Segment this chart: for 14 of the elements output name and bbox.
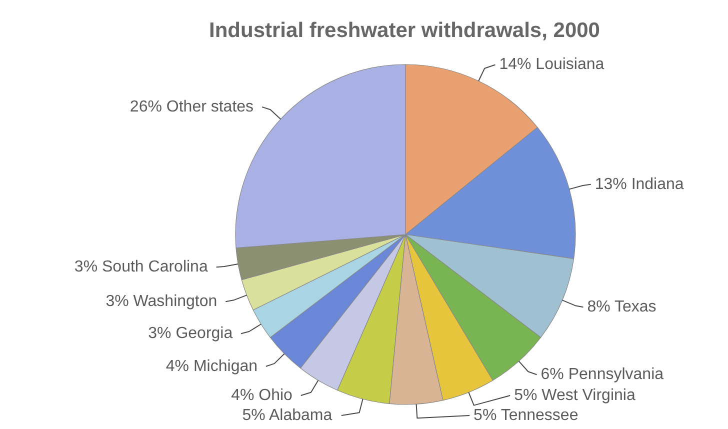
slice-label: 14% Louisiana <box>499 56 604 74</box>
slice-label: 5% West Virginia <box>514 387 636 404</box>
slice-label: 5% Tennessee <box>474 407 578 424</box>
slice-label: 13% Indiana <box>594 176 684 193</box>
slice-label: 26% Other states <box>130 98 254 116</box>
slice-label: 3% South Carolina <box>74 258 208 276</box>
slice-label: 5% Alabama <box>242 407 332 424</box>
slice-label: 4% Michigan <box>166 358 258 375</box>
slice-label: 4% Ohio <box>231 387 293 404</box>
slice-label: 8% Texas <box>587 298 656 316</box>
slice-label: 6% Pennsylvania <box>540 366 664 384</box>
slice-label: 3% Washington <box>106 293 218 310</box>
slice-label: 3% Georgia <box>148 325 233 342</box>
chart-title: Industrial freshwater withdrawals, 2000 <box>209 19 600 42</box>
